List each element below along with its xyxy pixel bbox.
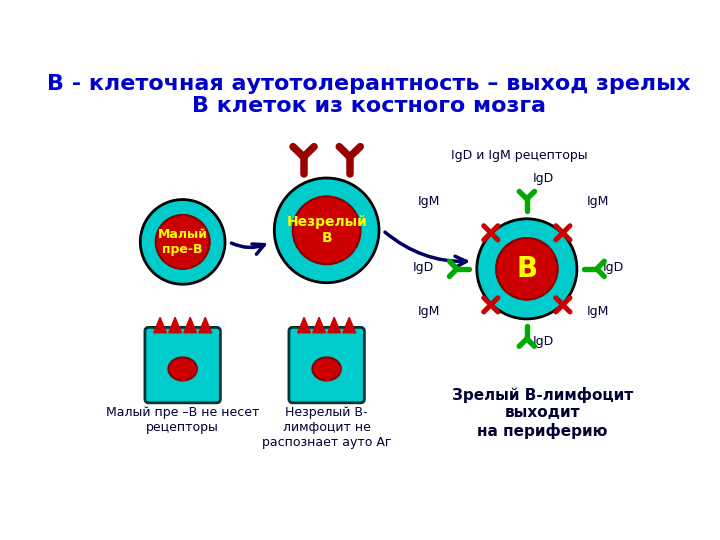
- Text: IgD и IgM рецепторы: IgD и IgM рецепторы: [451, 149, 588, 162]
- Text: IgD: IgD: [413, 261, 434, 274]
- Circle shape: [274, 178, 379, 283]
- Polygon shape: [184, 318, 197, 333]
- Polygon shape: [298, 318, 310, 333]
- Polygon shape: [328, 318, 341, 333]
- Text: Зрелый В-лимфоцит
выходит
на периферию: Зрелый В-лимфоцит выходит на периферию: [451, 387, 633, 438]
- Ellipse shape: [312, 357, 341, 381]
- Circle shape: [477, 219, 577, 319]
- Text: IgM: IgM: [587, 195, 609, 208]
- Text: Малый пре –В не несет
рецепторы: Малый пре –В не несет рецепторы: [106, 406, 259, 434]
- Text: IgD: IgD: [533, 172, 554, 185]
- Text: Незрелый
В: Незрелый В: [287, 215, 367, 246]
- Text: IgM: IgM: [587, 305, 609, 318]
- FancyBboxPatch shape: [289, 327, 364, 403]
- Polygon shape: [343, 318, 356, 333]
- Text: B: B: [516, 255, 537, 283]
- Polygon shape: [168, 318, 181, 333]
- Text: IgM: IgM: [418, 195, 441, 208]
- Circle shape: [496, 238, 558, 300]
- Text: IgD: IgD: [603, 261, 624, 274]
- Text: IgM: IgM: [418, 305, 441, 318]
- Ellipse shape: [168, 357, 197, 381]
- Polygon shape: [199, 318, 212, 333]
- Circle shape: [140, 200, 225, 284]
- Polygon shape: [154, 318, 166, 333]
- Text: В клеток из костного мозга: В клеток из костного мозга: [192, 96, 546, 116]
- Text: Малый
пре-В: Малый пре-В: [158, 228, 207, 256]
- Polygon shape: [312, 318, 325, 333]
- Text: IgD: IgD: [533, 335, 554, 348]
- Circle shape: [156, 215, 210, 269]
- Text: В - клеточная аутотолерантность – выход зрелых: В - клеточная аутотолерантность – выход …: [48, 74, 690, 94]
- FancyBboxPatch shape: [145, 327, 220, 403]
- Text: Незрелый В-
лимфоцит не
распознает ауто Аг: Незрелый В- лимфоцит не распознает ауто …: [262, 406, 392, 449]
- Circle shape: [293, 197, 361, 264]
